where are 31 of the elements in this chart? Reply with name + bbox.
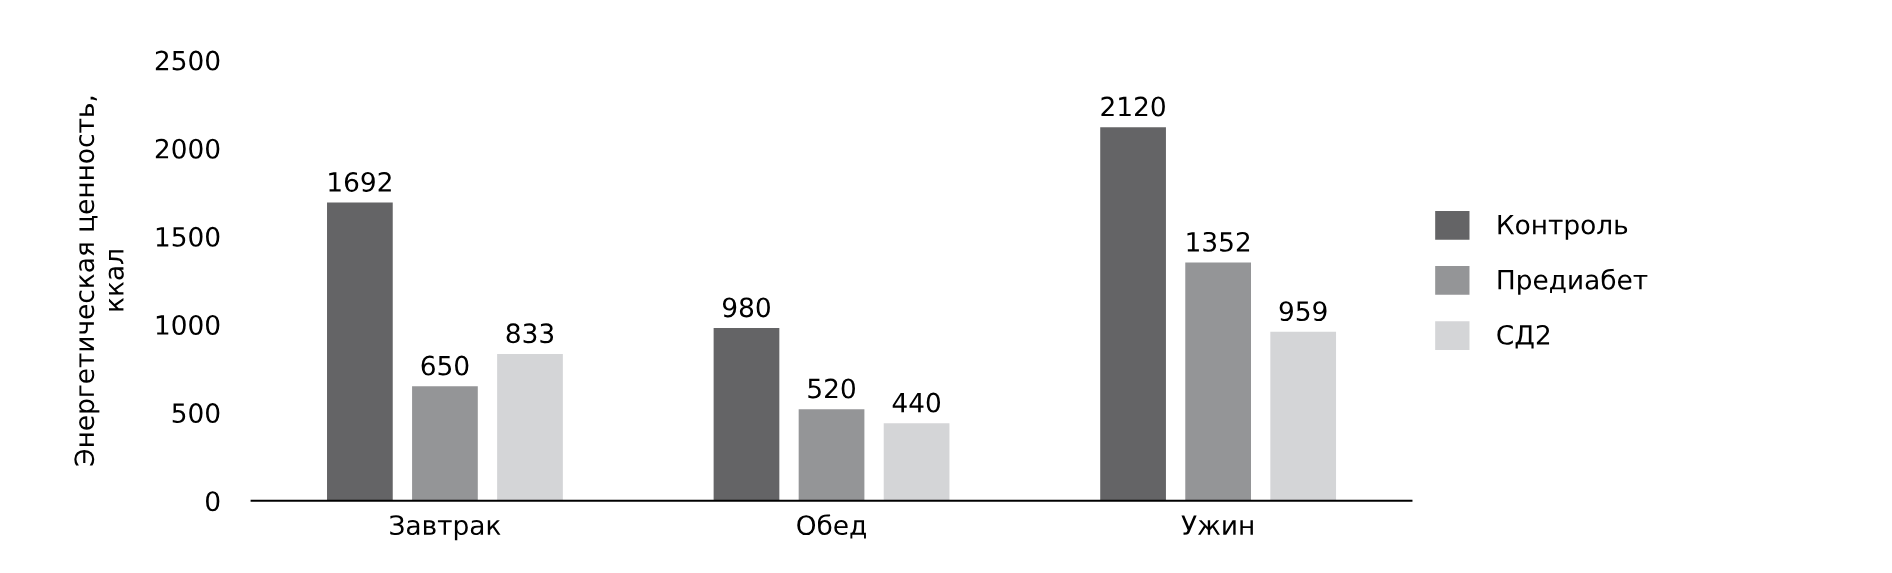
data-label: 440 <box>892 392 941 413</box>
y-axis-title: Энергетическая ценность, ккал <box>74 96 124 466</box>
data-label: 1352 <box>1187 231 1250 252</box>
bar <box>327 202 393 501</box>
data-label: 833 <box>506 323 554 344</box>
bar <box>1270 331 1337 501</box>
bar <box>1100 127 1166 501</box>
y-tick-label: 1500 <box>156 226 220 247</box>
legend-label: СД2 <box>1497 324 1550 349</box>
bar <box>798 409 865 501</box>
legend-label: Контроль <box>1498 214 1628 240</box>
bar <box>883 423 950 501</box>
y-tick-label: 1000 <box>156 314 220 335</box>
y-tick-label: 500 <box>172 403 220 424</box>
x-tick-label: Ужин <box>1181 515 1253 535</box>
data-label: 650 <box>421 355 469 376</box>
y-tick-label: 0 <box>206 491 220 512</box>
y-tick-label: 2000 <box>155 138 220 159</box>
bar <box>412 386 478 501</box>
data-label: 1692 <box>329 171 391 192</box>
data-label: 520 <box>808 378 855 399</box>
bar <box>1185 262 1251 501</box>
legend-label: Предиабет <box>1498 268 1648 295</box>
data-label: 980 <box>722 297 770 318</box>
bar <box>713 328 780 501</box>
data-label: 2120 <box>1101 96 1165 117</box>
y-tick-label: 2500 <box>155 50 220 71</box>
bar <box>497 353 563 501</box>
x-tick-label: Завтрак <box>390 515 501 541</box>
data-label: 959 <box>1279 301 1327 322</box>
x-tick-label: Обед <box>797 514 866 539</box>
